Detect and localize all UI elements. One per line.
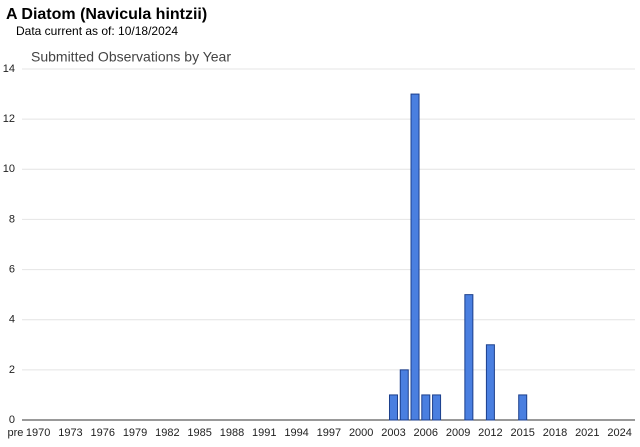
y-tick-label: 4 <box>9 314 15 326</box>
x-tick-label: 2024 <box>607 427 631 439</box>
y-tick-label: 0 <box>9 414 15 426</box>
chart-title: Submitted Observations by Year <box>31 49 231 65</box>
x-tick-label: 2006 <box>414 427 438 439</box>
x-tick-label: 1997 <box>317 427 341 439</box>
x-tick-label: 2021 <box>575 427 599 439</box>
bar <box>388 394 398 421</box>
x-tick-label: 2018 <box>543 427 567 439</box>
y-tick-label: 8 <box>9 213 15 225</box>
x-tick-label: 1982 <box>155 427 179 439</box>
data-date: Data current as of: 10/18/2024 <box>16 24 178 38</box>
x-tick-label: 2003 <box>381 427 405 439</box>
x-tick-label: 1988 <box>220 427 244 439</box>
bar <box>399 369 409 421</box>
bar <box>432 394 442 421</box>
x-tick-label: 2000 <box>349 427 373 439</box>
x-tick-label: 1979 <box>123 427 147 439</box>
y-tick-label: 12 <box>3 113 15 125</box>
x-tick-label: 1985 <box>187 427 211 439</box>
y-tick-label: 6 <box>9 263 15 275</box>
x-tick-label: pre <box>7 427 23 439</box>
bar <box>518 394 528 421</box>
y-tick-label: 2 <box>9 364 15 376</box>
bar <box>410 93 420 421</box>
x-tick-label: 1976 <box>91 427 115 439</box>
x-tick-label: 1994 <box>284 427 308 439</box>
x-tick-label: 2015 <box>510 427 534 439</box>
x-tick-label: 2012 <box>478 427 502 439</box>
y-tick-label: 10 <box>3 163 15 175</box>
bar <box>485 344 495 421</box>
x-tick-label: 1991 <box>252 427 276 439</box>
bar <box>421 394 431 421</box>
y-tick-label: 14 <box>3 63 15 75</box>
x-tick-label: 1970 <box>26 427 50 439</box>
page-title: A Diatom (Navicula hintzii) <box>6 6 207 23</box>
x-tick-label: 2009 <box>446 427 470 439</box>
bar <box>464 294 474 421</box>
x-tick-label: 1973 <box>58 427 82 439</box>
